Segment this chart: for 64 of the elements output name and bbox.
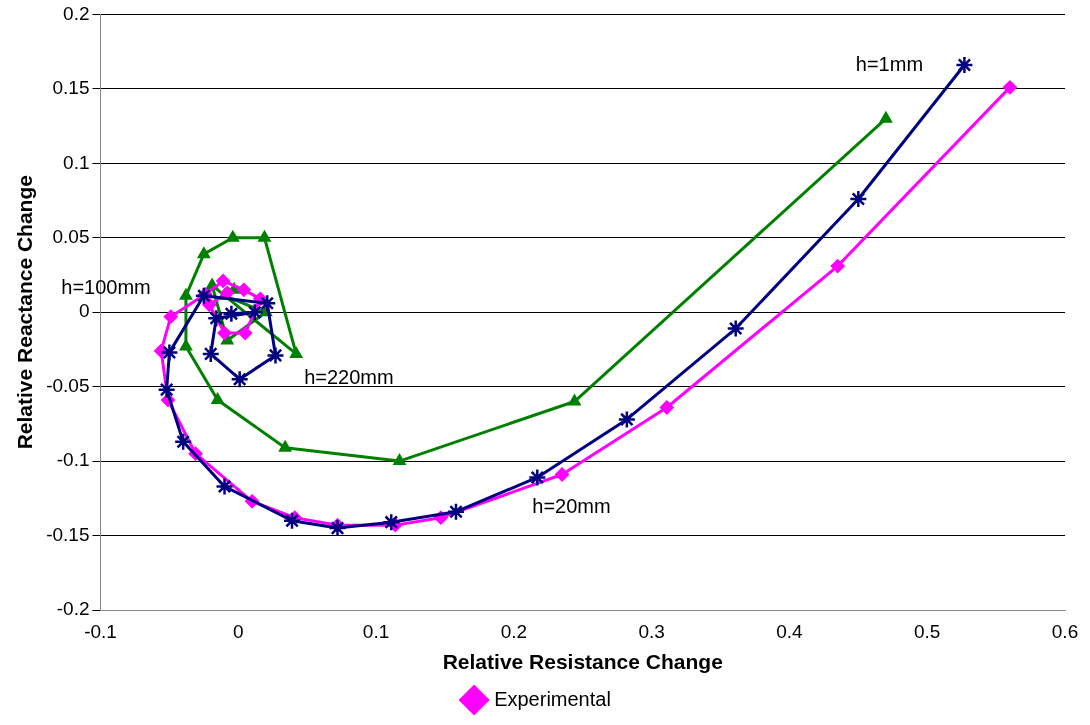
point (1002, 80, 1017, 95)
y-tick-label: -0.2 (56, 598, 90, 620)
x-tick-label: 0.5 (914, 620, 941, 642)
point (446, 502, 466, 521)
point (879, 111, 893, 123)
y-tick-label: 0.2 (63, 2, 90, 24)
point (163, 309, 178, 324)
point (726, 319, 745, 338)
point (659, 400, 674, 415)
point (289, 346, 303, 358)
point (179, 339, 193, 351)
x-tick-label: 0.2 (500, 620, 528, 642)
annotation: h=100mm (61, 276, 151, 299)
point (202, 297, 217, 312)
point (617, 410, 637, 429)
annotation: h=20mm (532, 494, 611, 517)
point (328, 518, 347, 538)
x-tick-label: 0.4 (776, 620, 804, 642)
y-axis-title: Relative Reactance Change (13, 175, 37, 450)
point (381, 512, 401, 532)
point (282, 511, 302, 530)
point (568, 394, 581, 406)
y-tick-label: -0.1 (56, 449, 90, 471)
point (236, 282, 251, 297)
point (226, 230, 239, 242)
point (207, 308, 226, 328)
point (528, 468, 547, 487)
y-tick-label: 0.15 (52, 77, 90, 99)
point (830, 259, 845, 274)
point (157, 380, 176, 399)
x-axis-title: Relative Resistance Change (442, 650, 723, 674)
y-tick-label: 0 (78, 300, 90, 322)
point (849, 189, 868, 209)
point (278, 440, 292, 452)
x-tick-label: 0.6 (1051, 620, 1079, 642)
point (201, 344, 220, 364)
point (266, 346, 285, 365)
x-tick-label: 0.3 (638, 620, 665, 642)
y-tick-label: -0.15 (46, 523, 90, 545)
point (216, 273, 231, 288)
point (393, 454, 406, 466)
y-tick-label: 0.1 (63, 151, 90, 173)
annotation: h=220mm (304, 366, 394, 389)
point (257, 294, 277, 313)
point (160, 343, 179, 362)
annotation: h=1mm (855, 52, 924, 75)
y-tick-label: 0.05 (52, 225, 90, 247)
point (555, 467, 570, 482)
point (245, 302, 265, 322)
point (211, 393, 224, 405)
point (230, 369, 249, 389)
point (955, 55, 974, 75)
point (238, 326, 253, 341)
legend-label: Experimental (494, 687, 611, 710)
point (197, 247, 211, 259)
y-tick-label: -0.05 (46, 374, 90, 396)
point (258, 230, 271, 242)
x-tick-label: -0.1 (84, 620, 117, 642)
x-tick-label: 0 (233, 620, 244, 642)
x-tick-label: 0.1 (362, 620, 390, 642)
point (217, 326, 232, 341)
point (179, 288, 193, 300)
point (215, 477, 234, 496)
point (173, 432, 193, 451)
